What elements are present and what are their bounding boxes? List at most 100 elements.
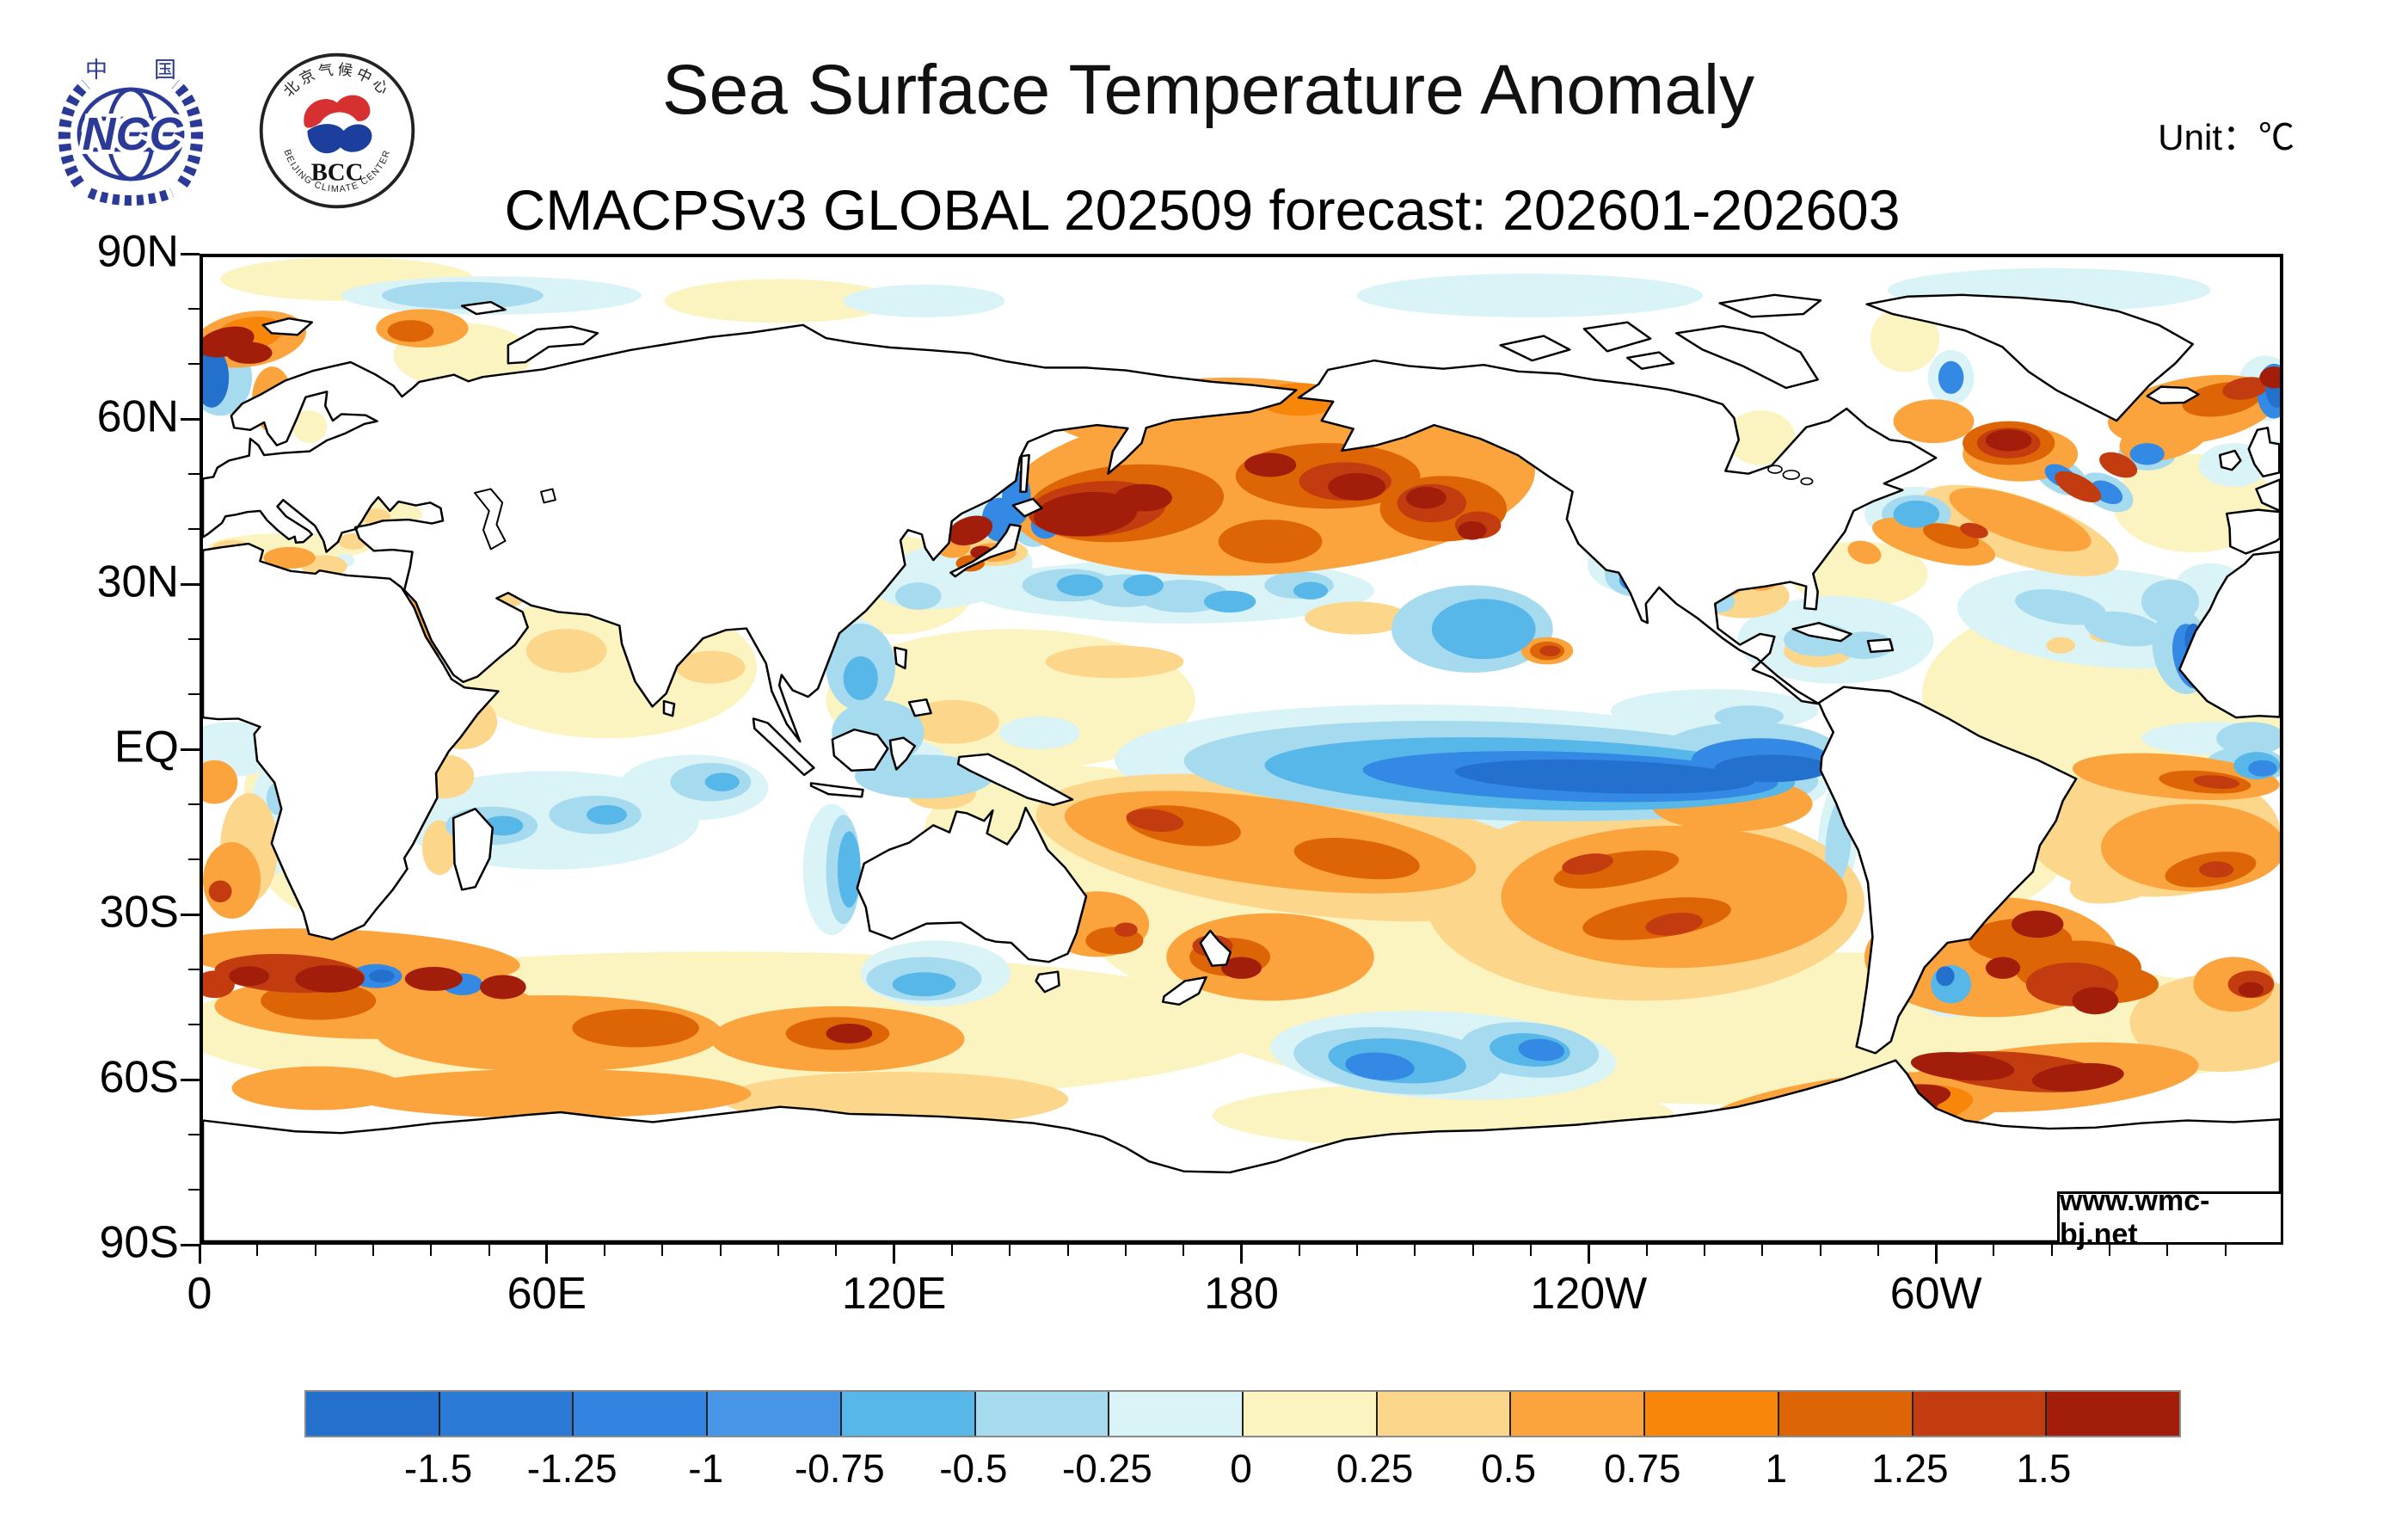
anomaly-blob [2199, 861, 2234, 878]
anomaly-blob [203, 760, 238, 804]
x-axis-minor-tick [2224, 1245, 2227, 1256]
anomaly-blob [2248, 760, 2277, 777]
anomaly-blob [404, 966, 463, 991]
anomaly-blob [1539, 645, 1561, 656]
x-axis-minor-tick [1182, 1245, 1185, 1256]
anomaly-blob [2046, 637, 2075, 654]
anomaly-blob [587, 804, 628, 825]
x-axis-major-tick [893, 1245, 896, 1264]
coastline-eurasia [203, 323, 1298, 743]
bcc-cloud-icon [304, 95, 372, 154]
anomaly-blob [2238, 981, 2264, 998]
y-axis-major-tick [181, 582, 200, 586]
y-axis-label: 90S [99, 1217, 179, 1268]
coastline-new-guinea [956, 753, 1074, 807]
x-axis-minor-tick [950, 1245, 953, 1256]
anomaly-blob [421, 820, 458, 876]
coastline-uk [2247, 427, 2280, 478]
x-axis-major-tick [1934, 1245, 1938, 1264]
y-axis-major-tick [181, 252, 200, 255]
coastline-cuba [1791, 621, 1852, 643]
colorbar-tick-label: 1 [1765, 1446, 1788, 1491]
anomaly-blob [292, 409, 328, 444]
coastline-svalbard [261, 317, 314, 336]
colorbar-cell [574, 1392, 709, 1436]
anomaly-blob [263, 546, 316, 569]
colorbar-cell [841, 1392, 976, 1436]
anomaly-blob [843, 655, 878, 700]
colorbar-tick-label: -1.5 [403, 1446, 473, 1491]
x-axis-label: 180 [1204, 1269, 1279, 1319]
unit-label: Unit：℃ [2158, 117, 2294, 157]
y-axis-minor-tick [188, 693, 200, 695]
anomaly-blob [1726, 409, 1796, 465]
x-axis-label: 0 [187, 1269, 212, 1319]
x-axis-minor-tick [488, 1245, 490, 1256]
x-axis-minor-tick [604, 1245, 606, 1256]
anomaly-blob [347, 1068, 752, 1118]
colorbar-cell [708, 1392, 842, 1436]
x-axis-minor-tick [314, 1245, 316, 1256]
anomaly-blob [1518, 1038, 1565, 1061]
anomaly-blob [203, 970, 235, 999]
coastline-west-africa [2178, 551, 2280, 719]
coastline-brittany [2255, 478, 2280, 513]
anomaly-blob [895, 582, 942, 610]
watermark-text: www.wmc-bj.net [2060, 1184, 2210, 1251]
colorbar-cell [439, 1392, 574, 1436]
anomaly-blob [1126, 809, 1184, 832]
coastline-africa [203, 542, 500, 941]
anomaly-blob [1203, 590, 1256, 613]
x-axis-minor-tick [777, 1245, 780, 1256]
anomaly-blob [1305, 601, 1410, 635]
anomaly-blob [1985, 429, 2032, 452]
x-axis-minor-tick [430, 1245, 433, 1256]
sst-anomaly-map [203, 257, 2280, 1241]
y-axis-major-tick [181, 1078, 200, 1081]
anomaly-blob [381, 281, 544, 310]
anomaly-blob [1034, 491, 1138, 537]
anomaly-blob [998, 716, 1080, 749]
coastline-borneo [831, 728, 889, 772]
coastline-arctic-island-2 [1582, 321, 1652, 353]
great-lake-2 [1782, 470, 1801, 480]
coastline-sumatra [752, 717, 815, 777]
anomaly-blob [2072, 987, 2119, 1015]
coastline-iberia [2226, 508, 2280, 555]
y-axis-label: EQ [114, 722, 179, 772]
x-axis-label: 120W [1530, 1269, 1648, 1319]
anomaly-blob [1871, 517, 1996, 566]
anomaly-blob [1870, 306, 1940, 372]
anomaly-blob [2084, 611, 2165, 647]
coastline-arctic-island-victoria [1499, 335, 1571, 362]
anomaly-blob [1345, 1052, 1415, 1080]
caspian-sea [473, 488, 507, 551]
coastline-honshu [949, 523, 1022, 578]
coastline-ireland [2218, 449, 2242, 471]
colorbar-cell [2047, 1392, 2180, 1436]
anomaly-blob [1501, 825, 1847, 969]
great-lake-1 [1767, 465, 1783, 474]
x-axis-major-tick [1587, 1245, 1590, 1264]
anomaly-blob [208, 880, 232, 902]
bcc-logo: 北京气候中心 BEIJING CLIMATE CENTER BCC [259, 52, 415, 209]
coastline-iceland [2146, 385, 2200, 404]
x-axis-minor-tick [1298, 1245, 1300, 1256]
coastline-banks [1626, 351, 1675, 370]
ncc-chinese-left: 中 [85, 57, 108, 83]
anomaly-blob [1405, 486, 1447, 509]
anomaly-blob [1045, 645, 1184, 679]
x-axis-minor-tick [1066, 1245, 1069, 1256]
coastline-novaya-zemlya [507, 325, 599, 365]
colorbar-tick-label: -0.25 [1061, 1446, 1152, 1491]
y-axis-label: 60N [96, 391, 179, 442]
anomaly-blob [843, 284, 1005, 317]
coastline-java [809, 782, 864, 798]
anomaly-blob [225, 342, 273, 364]
colorbar-cell [1511, 1392, 1646, 1436]
coastline-hokkaido [1011, 497, 1043, 518]
anomaly-blob [203, 842, 261, 920]
coastline-new-zealand-north [1199, 929, 1232, 967]
colorbar-tick-label: 1.5 [2016, 1446, 2072, 1491]
x-axis-minor-tick [1993, 1245, 1995, 1256]
